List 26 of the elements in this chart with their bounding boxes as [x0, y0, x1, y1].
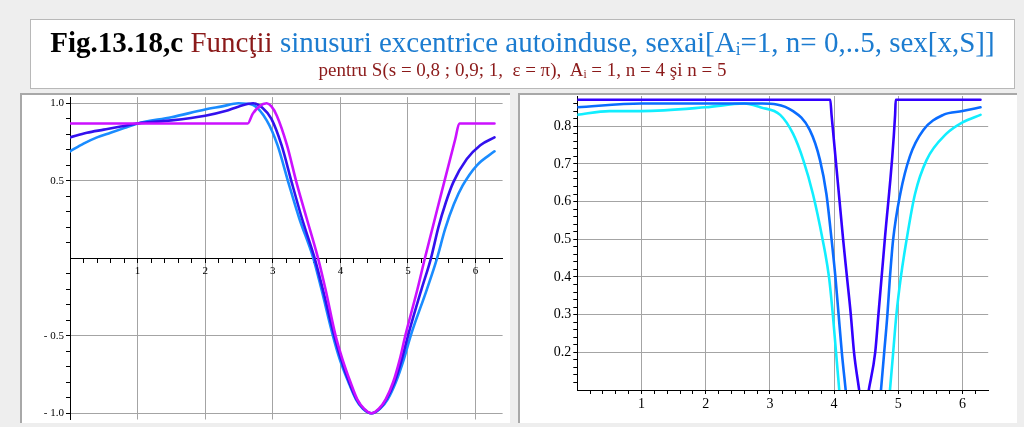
y-tick-label: 0.4: [553, 268, 572, 284]
y-tick-label: 0.7: [553, 155, 572, 171]
x-tick-label: 3: [766, 396, 774, 412]
y-tick-label: 1.0: [50, 96, 65, 109]
chart-subtitle: pentru S(s = 0,8 ; 0,9; 1, ε = π), Aᵢ = 1, n = 4 şi n = 5: [317, 58, 728, 82]
chart-title: Fig.13.18,c Funcţii sinusuri excentrice autoinduse, sexai[Aᵢ=1, n= 0,..5, sex[x,S]]: [50, 26, 995, 58]
x-tick-label: 1: [134, 263, 141, 276]
y-tick-label: - 1.0: [43, 406, 65, 419]
x-tick-label: 2: [702, 396, 710, 412]
x-tick-label: 3: [270, 263, 277, 276]
line-series: [70, 102, 496, 415]
x-tick-label: 1: [638, 396, 645, 412]
x-tick-label: 4: [830, 396, 838, 412]
x-tick-label: 5: [894, 396, 902, 412]
y-tick-label: - 0.5: [43, 328, 65, 341]
y-tick-label: 0.5: [553, 230, 572, 246]
y-tick-label: 0.8: [553, 117, 572, 133]
x-tick-label: 6: [472, 263, 479, 276]
y-tick-label: 0.3: [553, 306, 572, 322]
x-tick-label: 5: [405, 263, 412, 276]
y-tick-label: 0.5: [50, 173, 65, 186]
x-tick-label: 6: [959, 396, 967, 412]
y-tick-label: 0.6: [553, 193, 572, 209]
x-tick-label: 2: [202, 263, 208, 276]
y-tick-label: 0.2: [553, 343, 572, 359]
x-tick-label: 4: [337, 263, 344, 276]
